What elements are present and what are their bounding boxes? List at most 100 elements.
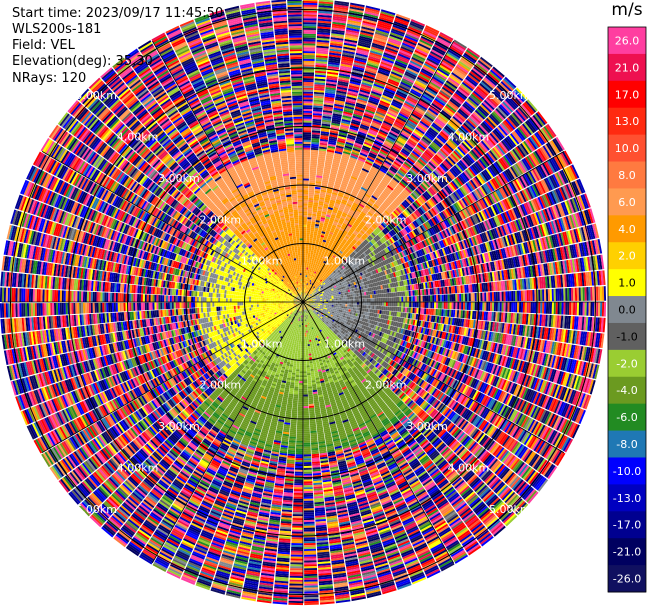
velocity-gate [601, 302, 605, 317]
velocity-gate [345, 297, 348, 300]
velocity-gate [362, 298, 365, 302]
velocity-gate [311, 141, 320, 145]
velocity-gate [389, 302, 392, 307]
velocity-gate [327, 299, 330, 301]
velocity-gate [303, 224, 307, 227]
velocity-gate [304, 267, 307, 270]
velocity-gate [303, 4, 318, 7]
velocity-gate [317, 20, 332, 24]
velocity-gate [303, 163, 310, 166]
velocity-gate [335, 294, 338, 297]
velocity-gate [313, 198, 319, 201]
velocity-gate [402, 291, 406, 297]
velocity-gate [406, 290, 410, 297]
velocity-gate [304, 278, 306, 281]
velocity-gate [303, 164, 310, 168]
velocity-gate [315, 70, 327, 74]
velocity-gate [303, 72, 315, 75]
velocity-gate [320, 133, 329, 137]
velocity-gate [311, 145, 319, 149]
velocity-gate [551, 288, 554, 301]
velocity-gate [325, 85, 337, 89]
velocity-gate [578, 302, 581, 316]
velocity-gate [331, 298, 334, 301]
velocity-gate [412, 296, 415, 302]
velocity-gate [391, 297, 394, 302]
velocity-gate [323, 100, 334, 104]
velocity-gate [374, 294, 377, 298]
velocity-gate [319, 144, 328, 148]
velocity-gate [459, 293, 462, 302]
velocity-gate [314, 190, 321, 194]
velocity-gate [364, 295, 367, 299]
velocity-gate [324, 98, 335, 102]
velocity-gate [599, 302, 603, 317]
velocity-gate [304, 265, 307, 268]
velocity-gate [343, 304, 346, 307]
velocity-gate [603, 302, 607, 317]
velocity-gate [366, 302, 369, 306]
velocity-gate [312, 113, 322, 116]
velocity-gate [305, 277, 307, 280]
velocity-gate [303, 255, 306, 258]
velocity-gate [590, 302, 593, 316]
velocity-gate [385, 302, 388, 307]
velocity-gate [322, 113, 332, 117]
velocity-gate [542, 302, 545, 314]
velocity-gate [306, 240, 310, 243]
velocity-gate [312, 118, 322, 122]
velocity-gate [303, 170, 310, 173]
velocity-gate [317, 163, 325, 167]
velocity-gate [381, 293, 384, 298]
velocity-gate [352, 293, 355, 297]
velocity-gate [303, 265, 305, 268]
velocity-gate [549, 288, 553, 301]
velocity-gate [383, 306, 386, 311]
velocity-gate [303, 89, 314, 92]
velocity-gate [318, 150, 327, 154]
velocity-gate [343, 297, 346, 300]
velocity-gate [379, 306, 383, 310]
velocity-gate [303, 39, 316, 42]
velocity-gate [445, 294, 448, 302]
velocity-gate [601, 286, 605, 301]
velocity-gate [409, 302, 412, 308]
velocity-gate [400, 307, 404, 313]
velocity-gate [313, 97, 324, 101]
velocity-gate [372, 298, 375, 302]
velocity-gate [303, 159, 310, 162]
velocity-gate [432, 302, 435, 309]
velocity-gate [303, 176, 310, 179]
velocity-gate [312, 122, 322, 126]
velocity-gate [316, 167, 324, 171]
velocity-gate [311, 134, 320, 137]
velocity-gate [366, 295, 369, 299]
velocity-gate [317, 161, 325, 165]
velocity-gate [303, 257, 306, 260]
velocity-gate [576, 287, 580, 301]
velocity-gate [303, 155, 311, 158]
velocity-gate [356, 296, 359, 299]
velocity-gate [389, 306, 392, 311]
velocity-gate [313, 109, 323, 112]
velocity-gate [327, 303, 330, 305]
velocity-gate [598, 302, 601, 317]
velocity-gate [303, 0, 318, 2]
velocity-gate [316, 171, 323, 175]
velocity-gate [303, 101, 313, 104]
velocity-gate [344, 292, 347, 296]
velocity-gate [397, 296, 400, 302]
velocity-gate [317, 14, 332, 18]
velocity-gate [436, 302, 439, 309]
velocity-gate [318, 302, 321, 304]
velocity-gate [303, 292, 304, 295]
velocity-gate [464, 302, 468, 310]
velocity-gate [303, 97, 313, 100]
velocity-gate [549, 302, 553, 314]
velocity-gate [303, 288, 305, 291]
velocity-gate [379, 293, 383, 298]
velocity-gate [358, 302, 361, 305]
velocity-gate [303, 230, 307, 233]
velocity-gate [320, 136, 329, 140]
velocity-gate [346, 294, 350, 298]
